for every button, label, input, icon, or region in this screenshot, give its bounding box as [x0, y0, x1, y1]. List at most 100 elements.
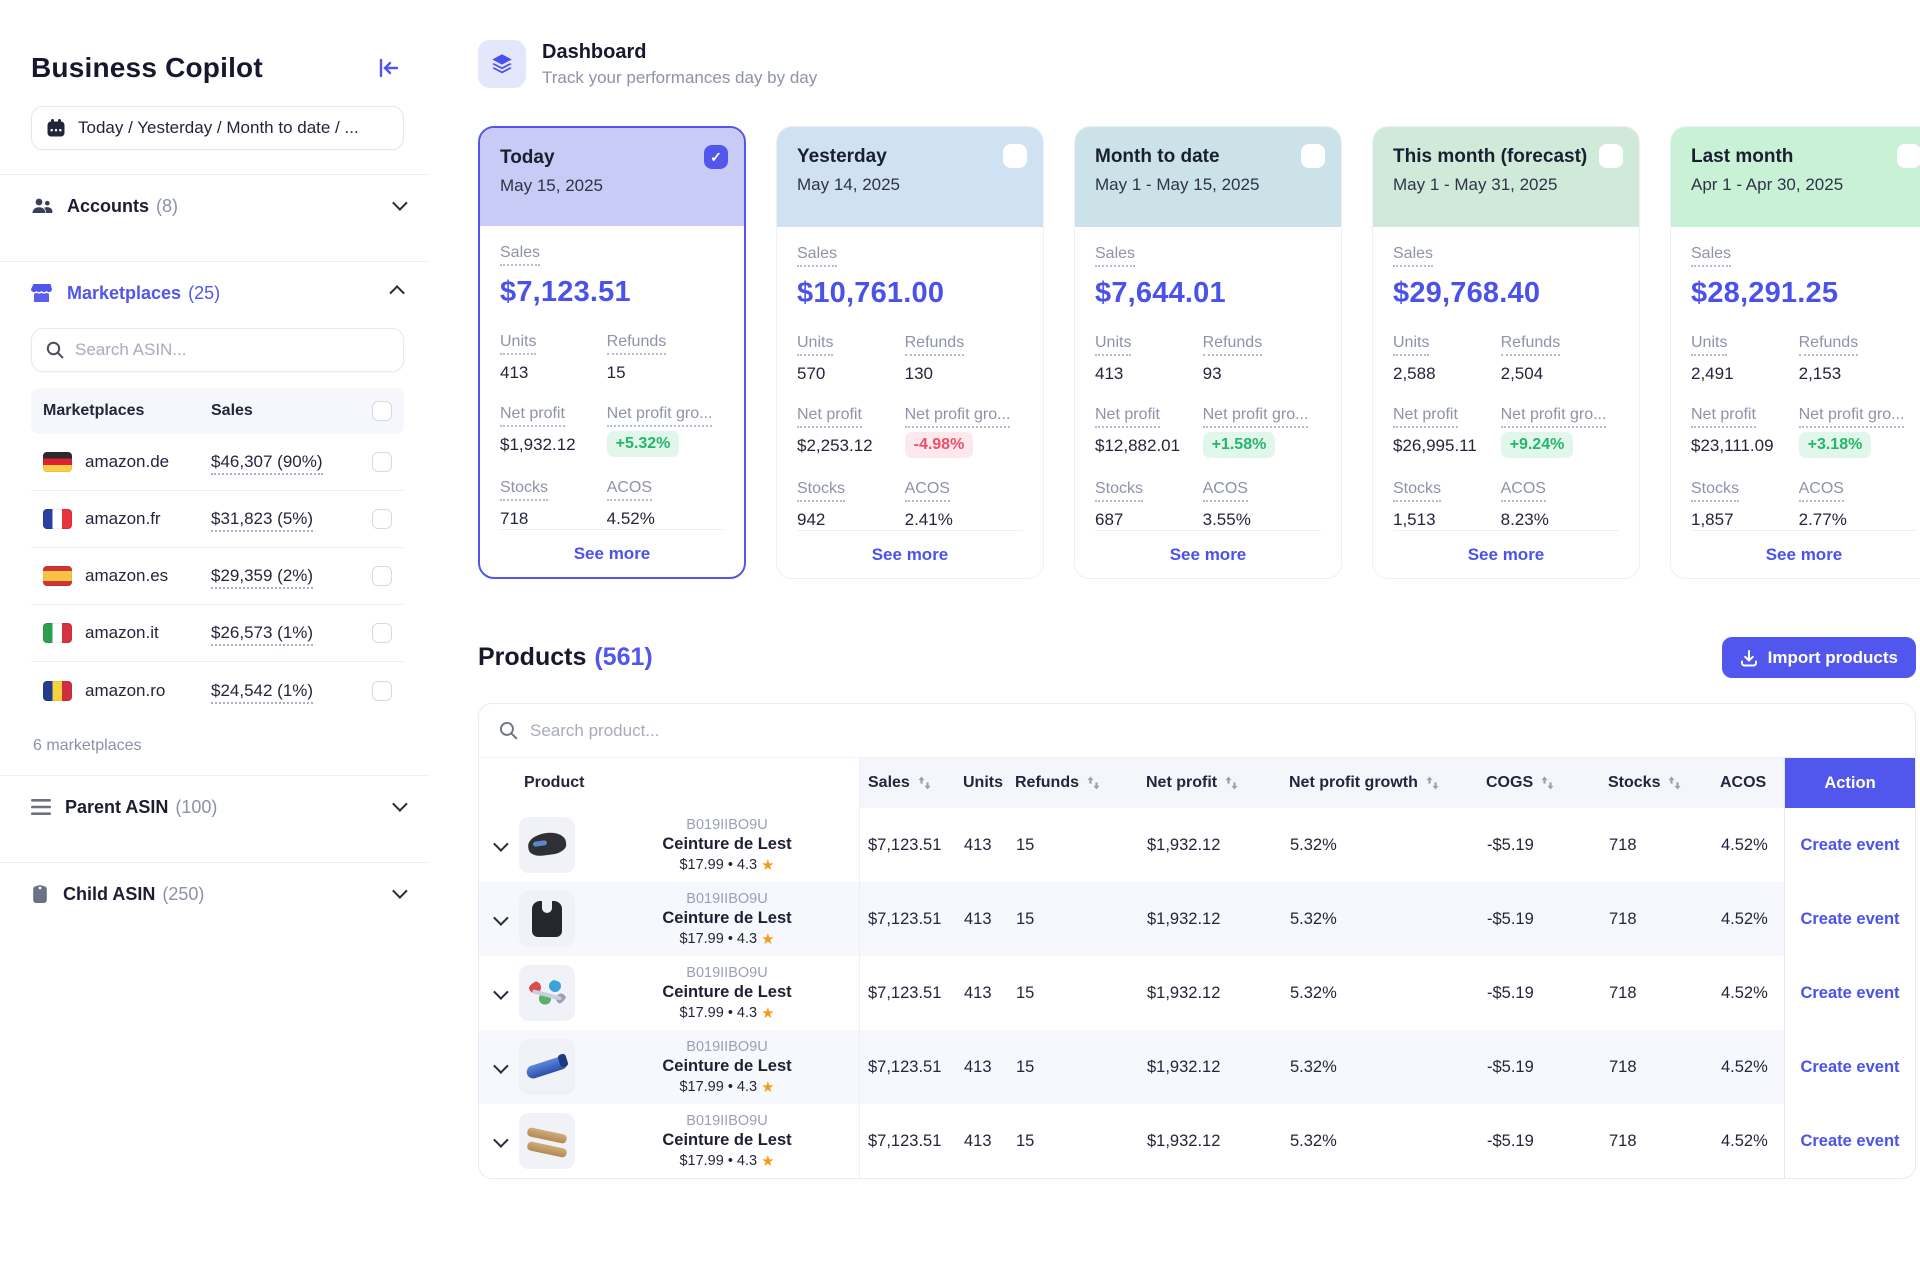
- sort-icon[interactable]: [1426, 776, 1439, 790]
- product-asin: B019IIBO9U: [686, 891, 767, 907]
- marketplace-row[interactable]: amazon.it $26,573 (1%): [31, 605, 404, 662]
- action-column: Action Create eventCreate eventCreate ev…: [1784, 758, 1915, 1178]
- column-header[interactable]: Sales: [859, 758, 963, 808]
- kpi-card-checkbox[interactable]: [704, 145, 728, 169]
- column-header[interactable]: Net profit growth: [1289, 758, 1486, 808]
- acos-label: ACOS: [1501, 480, 1546, 502]
- see-more-link[interactable]: See more: [1095, 530, 1321, 578]
- marketplace-sales: $46,307 (90%): [211, 452, 372, 472]
- acos-value: 4.52%: [607, 509, 724, 529]
- create-event-link[interactable]: Create event: [1785, 882, 1915, 956]
- create-event-link[interactable]: Create event: [1785, 808, 1915, 882]
- create-event-link[interactable]: Create event: [1785, 1030, 1915, 1104]
- column-header[interactable]: Net profit: [1146, 758, 1289, 808]
- marketplace-row[interactable]: amazon.es $29,359 (2%): [31, 548, 404, 605]
- see-more-link[interactable]: See more: [500, 529, 724, 577]
- marketplace-row[interactable]: amazon.ro $24,542 (1%): [31, 662, 404, 719]
- create-event-link[interactable]: Create event: [1785, 1104, 1915, 1178]
- cell-stocks: 718: [1608, 1030, 1720, 1104]
- storefront-icon: [31, 283, 53, 303]
- sales-value: $28,291.25: [1691, 277, 1917, 310]
- product-thumbnail: [519, 808, 583, 882]
- acos-value: 2.77%: [1799, 510, 1917, 530]
- marketplace-row[interactable]: amazon.de $46,307 (90%): [31, 434, 404, 491]
- kpi-card: This month (forecast) May 1 - May 31, 20…: [1372, 126, 1640, 579]
- sidebar-item-parent-asin[interactable]: Parent ASIN (100): [31, 776, 404, 838]
- see-more-link[interactable]: See more: [1393, 530, 1619, 578]
- date-range-filter[interactable]: Today / Yesterday / Month to date / ...: [31, 106, 404, 150]
- net-profit-growth-label: Net profit gro...: [1203, 406, 1309, 428]
- see-more-link[interactable]: See more: [1691, 530, 1917, 578]
- acos-label: ACOS: [1799, 480, 1844, 502]
- cell-units: 413: [963, 1030, 1015, 1104]
- product-price-rating: $17.99 • 4.3★: [679, 1152, 774, 1170]
- sales-value: $10,761.00: [797, 277, 1023, 310]
- kpi-card-title: Last month: [1691, 146, 1919, 168]
- column-header[interactable]: Refunds: [1015, 758, 1146, 808]
- star-icon: ★: [761, 856, 774, 874]
- net-profit-value: $26,995.11: [1393, 436, 1501, 456]
- product-row: B019IIBO9U Ceinture de Lest $17.99 • 4.3…: [479, 882, 1915, 956]
- cell-net-profit: $1,932.12: [1146, 1030, 1289, 1104]
- kpi-card-checkbox[interactable]: [1897, 144, 1920, 168]
- product-info: B019IIBO9U Ceinture de Lest $17.99 • 4.3…: [583, 1104, 859, 1178]
- collapse-sidebar-icon[interactable]: [374, 53, 404, 83]
- kpi-card-checkbox[interactable]: [1599, 144, 1623, 168]
- kpi-card-header: Today May 15, 2025: [480, 128, 744, 226]
- column-header[interactable]: Product: [479, 758, 859, 808]
- kpi-card-body: Sales $28,291.25 Units2,491 Refunds2,153…: [1671, 227, 1920, 578]
- marketplaces-label: Marketplaces: [67, 283, 181, 304]
- acos-label: ACOS: [1203, 480, 1248, 502]
- marketplace-checkbox[interactable]: [372, 681, 392, 701]
- expand-row-button[interactable]: [479, 1104, 519, 1178]
- kpi-card-checkbox[interactable]: [1003, 144, 1027, 168]
- sidebar-item-child-asin[interactable]: Child ASIN (250): [31, 863, 404, 925]
- column-header[interactable]: Units: [963, 758, 1015, 808]
- sort-icon[interactable]: [1087, 776, 1100, 790]
- sort-icon[interactable]: [918, 776, 931, 790]
- column-header[interactable]: COGS: [1486, 758, 1608, 808]
- download-icon: [1740, 649, 1758, 667]
- kpi-cards: Today May 15, 2025 Sales $7,123.51 Units…: [478, 126, 1920, 579]
- cell-units: 413: [963, 956, 1015, 1030]
- cell-cogs: -$5.19: [1486, 882, 1608, 956]
- kpi-card-date: May 1 - May 31, 2025: [1393, 175, 1621, 195]
- stocks-label: Stocks: [1691, 480, 1739, 502]
- chevron-up-icon: [393, 284, 404, 302]
- expand-row-button[interactable]: [479, 808, 519, 882]
- product-thumbnail: [519, 882, 583, 956]
- see-more-link[interactable]: See more: [797, 530, 1023, 578]
- sort-icon[interactable]: [1541, 776, 1554, 790]
- products-table: Product Sales Units Refunds Net profit N…: [478, 703, 1916, 1179]
- kpi-card-body: Sales $7,123.51 Units413 Refunds15 Net p…: [480, 226, 744, 577]
- sidebar-item-accounts[interactable]: Accounts (8): [31, 175, 404, 237]
- cell-stocks: 718: [1608, 808, 1720, 882]
- marketplace-row[interactable]: amazon.fr $31,823 (5%): [31, 491, 404, 548]
- sidebar-item-marketplaces[interactable]: Marketplaces (25): [31, 262, 404, 324]
- marketplace-sales: $26,573 (1%): [211, 623, 372, 643]
- marketplace-checkbox[interactable]: [372, 623, 392, 643]
- kpi-card-checkbox[interactable]: [1301, 144, 1325, 168]
- page-subtitle: Track your performances day by day: [542, 68, 817, 88]
- marketplace-checkbox[interactable]: [372, 566, 392, 586]
- tag-icon: [31, 884, 49, 904]
- sort-icon[interactable]: [1225, 776, 1238, 790]
- expand-row-button[interactable]: [479, 882, 519, 956]
- import-products-button[interactable]: Import products: [1722, 637, 1916, 678]
- select-all-checkbox[interactable]: [372, 401, 392, 421]
- cell-refunds: 15: [1015, 808, 1146, 882]
- sort-icon[interactable]: [1668, 776, 1681, 790]
- expand-row-button[interactable]: [479, 1030, 519, 1104]
- sales-label: Sales: [1393, 245, 1433, 267]
- search-asin-input[interactable]: [75, 340, 389, 360]
- search-icon: [499, 721, 518, 740]
- net-profit-growth-label: Net profit gro...: [905, 406, 1011, 428]
- expand-row-button[interactable]: [479, 956, 519, 1030]
- create-event-link[interactable]: Create event: [1785, 956, 1915, 1030]
- marketplace-checkbox[interactable]: [372, 509, 392, 529]
- kpi-card-header: Last month Apr 1 - Apr 30, 2025: [1671, 127, 1920, 227]
- net-profit-growth-badge: +3.18%: [1799, 432, 1872, 458]
- column-header[interactable]: Stocks: [1608, 758, 1720, 808]
- search-product-input[interactable]: [530, 721, 1895, 741]
- marketplace-checkbox[interactable]: [372, 452, 392, 472]
